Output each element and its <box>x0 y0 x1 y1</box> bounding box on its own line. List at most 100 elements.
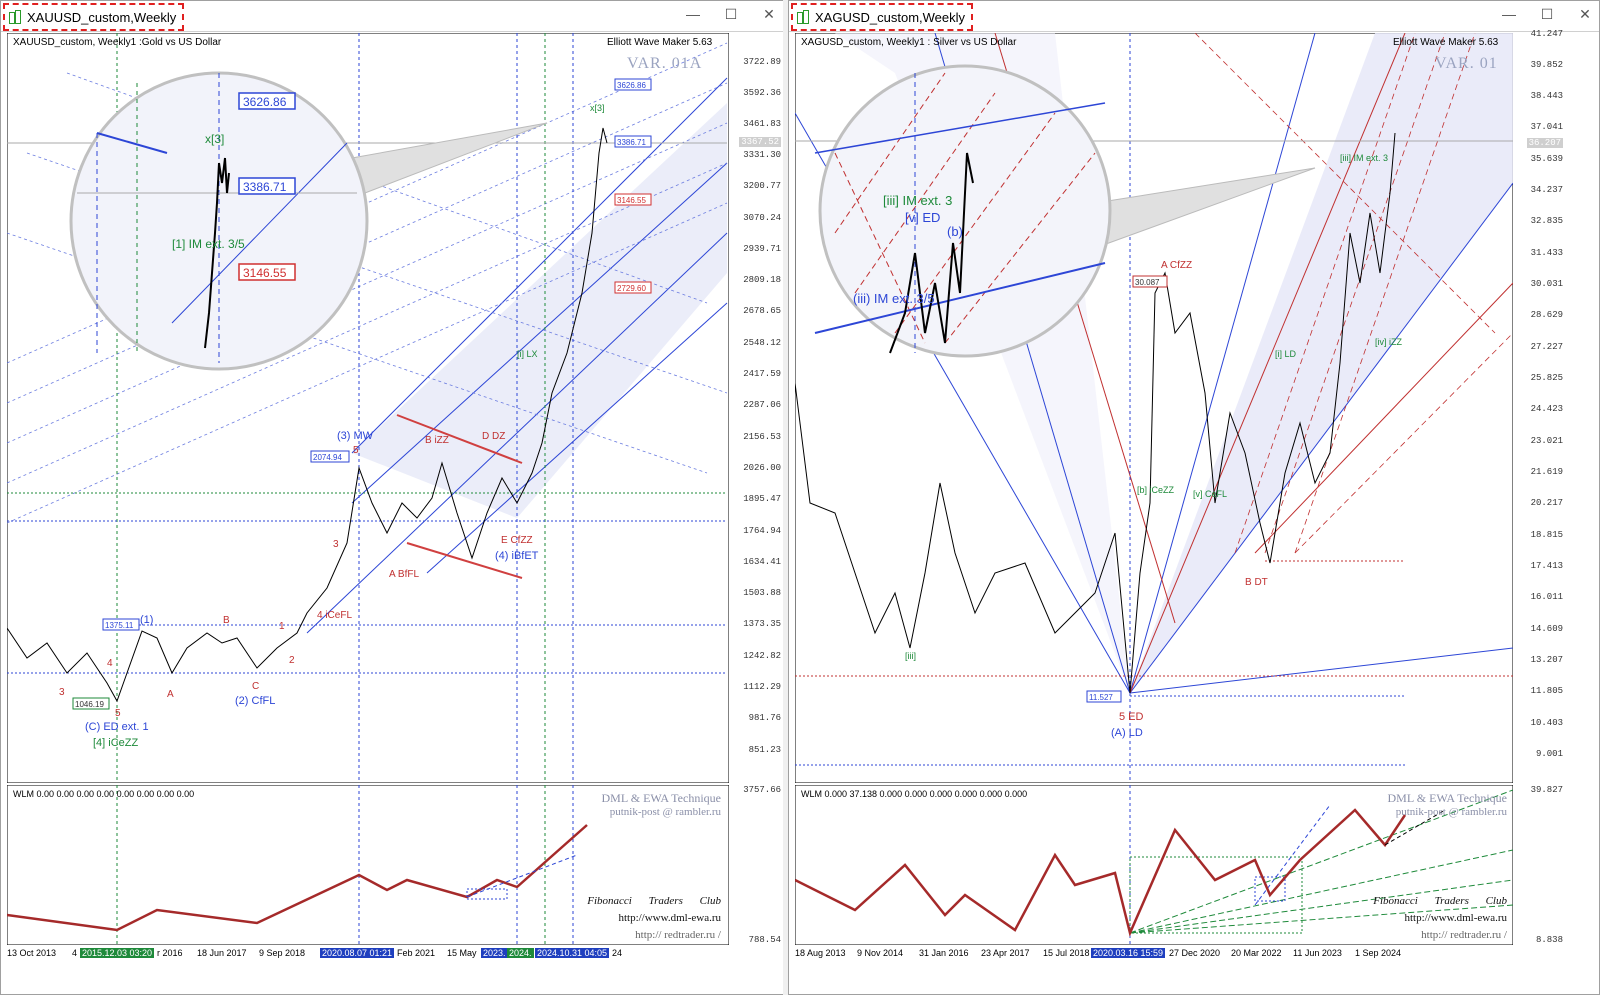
chart-icon <box>797 10 809 24</box>
axis-tick: 38.443 <box>1530 91 1563 101</box>
silver-time-axis[interactable]: 18 Aug 2013 9 Nov 2014 31 Jan 2016 23 Ap… <box>795 948 1511 962</box>
date-tick: 13 Oct 2013 <box>7 948 57 958</box>
ftc-url1[interactable]: http://www.dml-ewa.ru <box>618 912 721 924</box>
axis-tick: 1242.82 <box>743 651 781 661</box>
ftc-title: Fibonacci Traders Club <box>1373 895 1507 907</box>
date-tick-highlight: 2024. <box>507 948 534 958</box>
gold-var-label: VAR. 01A <box>627 55 703 72</box>
wave-label-x3-small: x[3] <box>590 103 605 113</box>
gold-dml-credit: DML & EWA Technique putnik-post @ ramble… <box>602 791 721 818</box>
axis-tick: 2809.18 <box>743 275 781 285</box>
wave-label-3: 3 <box>333 539 339 550</box>
silver-price-axis[interactable]: 41.247 39.852 38.443 37.041 35.639 34.23… <box>1511 29 1567 783</box>
date-tick-highlight: 2020.03.16 15:59 <box>1091 948 1166 958</box>
maximize-button[interactable]: ☐ <box>1540 6 1554 22</box>
wave-label-B: B <box>223 615 230 626</box>
silver-wlm-indicator[interactable] <box>795 785 1513 945</box>
axis-tick: 17.413 <box>1530 561 1563 571</box>
date-tick: 11 Jun 2023 <box>1293 948 1342 958</box>
axis-tick: 9.001 <box>1535 749 1563 759</box>
wave-label-cfl: (2) CfFL <box>235 695 275 707</box>
date-tick-highlight: 2020.08.07 01:21 <box>320 948 395 958</box>
gold-ewm-label: Elliott Wave Maker 5.63 <box>607 37 713 48</box>
axis-tick: 981.76 <box>748 713 781 723</box>
dml-title: DML & EWA Technique <box>601 791 721 805</box>
wave-label-3mw: (3) MW <box>337 430 374 442</box>
wave-label-iii3-small: [iii] IM ext. 3 <box>1340 153 1388 163</box>
silver-ftc-credit: Fibonacci Traders Club http://www.dml-ew… <box>1373 893 1507 944</box>
date-tick-highlight: 2024.10.31 04:05 <box>535 948 610 958</box>
wave-label-lx: [i] LX <box>517 349 538 359</box>
symbol-info: XAUUSD_custom, Weekly1 :Gold vs US Dolla… <box>13 37 222 48</box>
wave-label-icezz: [b] iCeZZ <box>1137 485 1175 495</box>
silver-ewm-label: Elliott Wave Maker 5.63 <box>1393 37 1499 48</box>
wave-label-n3: 3 <box>59 687 65 698</box>
axis-tick: 8.838 <box>1535 935 1563 945</box>
date-tick: 4 <box>72 948 78 958</box>
axis-tick: 3757.66 <box>743 785 781 795</box>
axis-tick: 3461.83 <box>743 119 781 129</box>
wave-label-ddz: D DZ <box>482 431 505 442</box>
wave-label-abfl: A BfFL <box>389 569 419 580</box>
gold-time-axis[interactable]: 13 Oct 2013 4 2015.12.03 03:20 r 2016 18… <box>7 948 727 962</box>
axis-tick: 32.835 <box>1530 216 1563 226</box>
zoom-tag-mid: 3386.71 <box>243 180 287 194</box>
date-tick: 15 May <box>447 948 477 958</box>
zoom-label-iii3: [iii] IM ext. 3 <box>883 193 952 208</box>
chart-icon <box>9 10 21 24</box>
ftc-url1[interactable]: http://www.dml-ewa.ru <box>1404 912 1507 924</box>
axis-tick: 2678.65 <box>743 306 781 316</box>
ftc-url2[interactable]: http:// redtrader.ru / <box>1421 929 1507 941</box>
close-button[interactable]: ✕ <box>1579 6 1591 22</box>
minimize-button[interactable]: — <box>1502 6 1516 22</box>
axis-tick: 18.815 <box>1530 530 1563 540</box>
zoom-label-b: (b) <box>947 224 963 239</box>
close-button[interactable]: ✕ <box>763 6 775 22</box>
axis-tick: 21.619 <box>1530 467 1563 477</box>
maximize-button[interactable]: ☐ <box>724 6 738 22</box>
silver-window-titlebar[interactable]: XAGUSD_custom,Weekly — ☐ ✕ <box>789 1 1599 32</box>
zoom-label-x3: x[3] <box>205 132 224 146</box>
axis-tick: 2026.00 <box>743 463 781 473</box>
wave-label-C: C <box>252 681 259 692</box>
date-tick: r 2016 <box>157 948 183 958</box>
wave-label-n5: 5 <box>115 708 121 719</box>
silver-window-title: XAGUSD_custom,Weekly <box>791 3 974 31</box>
axis-tick: 37.041 <box>1530 122 1563 132</box>
tag-mid: 2074.94 <box>313 453 342 462</box>
axis-tick: 10.403 <box>1530 718 1563 728</box>
gold-price-axis[interactable]: 3722.89 3592.36 3461.83 3331.30 3200.77 … <box>727 33 783 783</box>
tag-low: 1375.11 <box>105 621 134 630</box>
zoom-label-iii35: (iii) IM ext. 3/5 <box>853 291 935 306</box>
silver-window-title-text: XAGUSD_custom,Weekly <box>815 9 966 25</box>
date-tick: 15 Jul 2018 <box>1043 948 1090 958</box>
axis-tick: 28.629 <box>1530 310 1563 320</box>
axis-tick: 16.011 <box>1530 592 1563 602</box>
axis-tick: 1634.41 <box>743 557 781 567</box>
silver-chart-window[interactable]: XAGUSD_custom,Weekly — ☐ ✕ <box>788 0 1600 995</box>
wave-label-ced: (C) ED ext. 1 <box>85 721 149 733</box>
axis-tick: 20.217 <box>1530 498 1563 508</box>
date-tick: 24 <box>612 948 623 958</box>
axis-tick: 2287.06 <box>743 400 781 410</box>
gold-window-titlebar[interactable]: XAUUSD_custom,Weekly — ☐ ✕ <box>1 1 783 32</box>
wave-label-ibfet: (4) iBfET <box>495 550 539 562</box>
silver-price-chart[interactable]: 5 ED (A) LD A CfZZ B DT [b] iCeZZ [v] Ce… <box>795 33 1513 783</box>
minimize-button[interactable]: — <box>686 6 700 22</box>
silver-wlm-header: WLM 0.000 37.138 0.000 0.000 0.000 0.000… <box>801 789 1028 799</box>
axis-tick: 31.433 <box>1530 248 1563 258</box>
axis-tick: 34.237 <box>1530 185 1563 195</box>
wave-label-1b: 1 <box>279 621 285 632</box>
wave-label-iii: [iii] <box>905 651 916 661</box>
date-tick: Feb 2021 <box>397 948 436 958</box>
gold-wlm-indicator[interactable] <box>7 785 729 945</box>
ftc-url2[interactable]: http:// redtrader.ru / <box>635 929 721 941</box>
gold-chart-window[interactable]: XAUUSD_custom,Weekly — ☐ ✕ <box>0 0 784 995</box>
axis-current-price: 3367.52 <box>739 137 781 147</box>
axis-tick: 2939.71 <box>743 244 781 254</box>
axis-tick: 35.639 <box>1530 154 1563 164</box>
tag-red1: 3146.55 <box>617 196 646 205</box>
axis-tick: 11.805 <box>1530 686 1563 696</box>
dml-title: DML & EWA Technique <box>1387 791 1507 805</box>
gold-price-chart[interactable]: (3) MW B iZZ D DZ A BfFL E CfZZ (4) iBfE… <box>7 33 729 783</box>
